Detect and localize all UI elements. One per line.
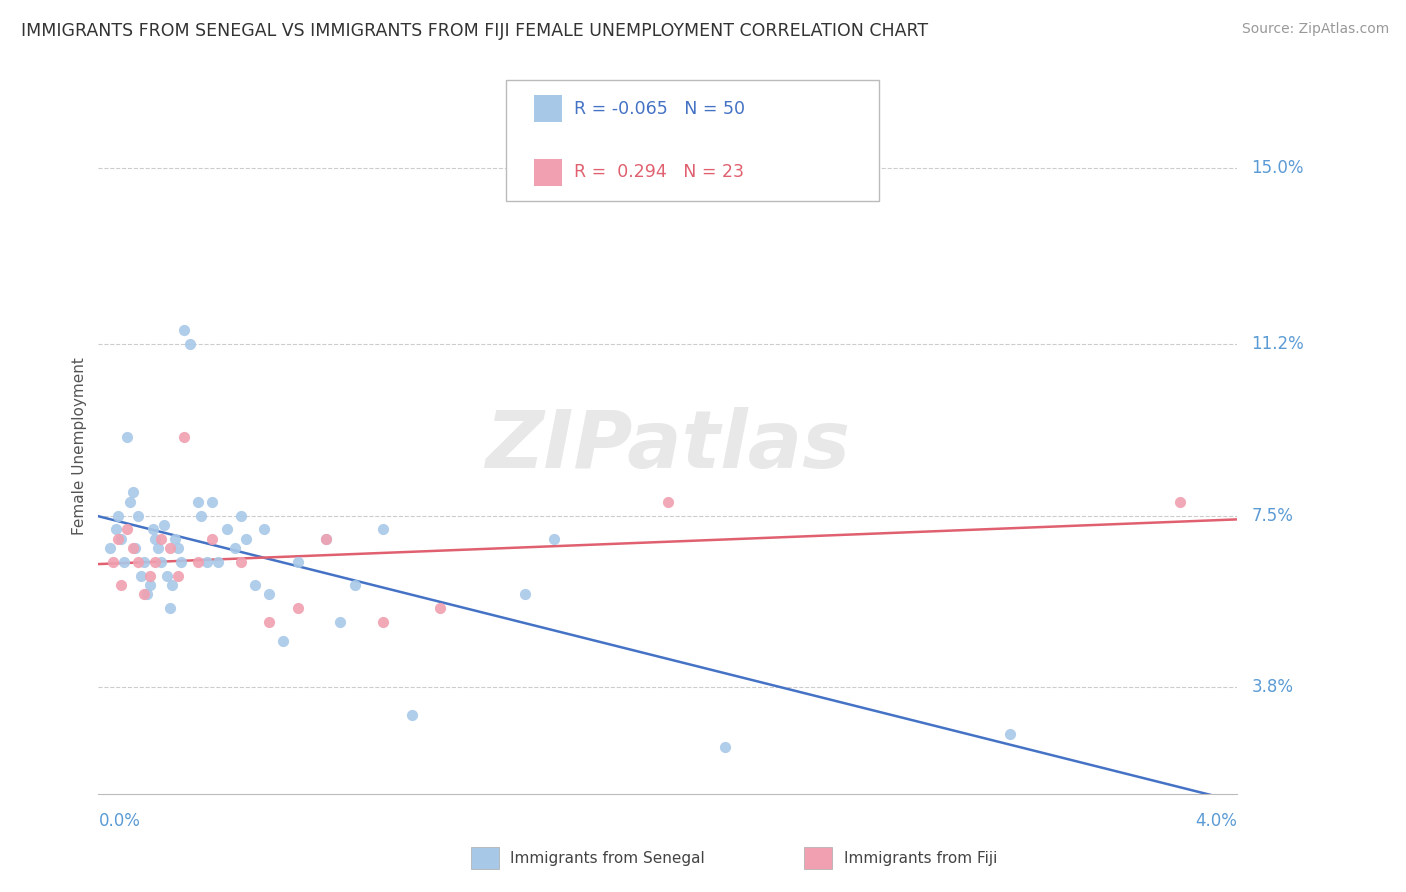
Point [195,555,218,569]
Point [329,615,352,630]
Point [148,541,170,555]
Text: Immigrants from Senegal: Immigrants from Senegal [510,851,706,865]
Point [229,508,252,523]
Point [252,523,274,537]
Point [190,508,212,523]
Text: R =  0.294   N = 23: R = 0.294 N = 23 [574,163,744,181]
Point [104,523,127,537]
Point [371,615,394,630]
Point [315,532,337,546]
Point [315,532,337,546]
Point [127,508,149,523]
Point [235,532,257,546]
Text: R = -0.065   N = 50: R = -0.065 N = 50 [574,100,745,118]
Point [259,615,281,630]
Point [159,601,181,615]
Point [107,508,129,523]
Point [173,323,195,337]
Point [138,569,160,583]
Point [145,532,167,546]
Point [127,555,149,569]
Point [201,532,224,546]
Point [998,726,1021,740]
Point [141,523,163,537]
Text: Source: ZipAtlas.com: Source: ZipAtlas.com [1241,22,1389,37]
Text: 15.0%: 15.0% [1251,159,1303,177]
Point [150,532,173,546]
Point [121,485,143,500]
Point [1170,494,1192,508]
Point [543,532,565,546]
Point [273,633,295,648]
Point [429,601,451,615]
Text: 7.5%: 7.5% [1251,507,1294,524]
Point [101,555,124,569]
Point [110,578,132,592]
Point [187,555,209,569]
Text: ZIPatlas: ZIPatlas [485,407,851,485]
Point [515,587,537,601]
Point [201,494,224,508]
Point [167,541,190,555]
Point [121,541,143,555]
Point [167,569,190,583]
Point [207,555,229,569]
Text: 4.0%: 4.0% [1195,813,1237,830]
Point [343,578,366,592]
Point [401,708,423,723]
Point [159,541,181,555]
Point [714,740,737,755]
Point [150,555,173,569]
Text: 11.2%: 11.2% [1251,335,1305,353]
Point [112,555,135,569]
Point [259,587,281,601]
Point [657,494,679,508]
Point [132,587,155,601]
Point [224,541,246,555]
Point [115,430,138,444]
Point [371,523,394,537]
Text: 0.0%: 0.0% [98,813,141,830]
Point [162,578,184,592]
Text: IMMIGRANTS FROM SENEGAL VS IMMIGRANTS FROM FIJI FEMALE UNEMPLOYMENT CORRELATION : IMMIGRANTS FROM SENEGAL VS IMMIGRANTS FR… [21,22,928,40]
Point [118,494,141,508]
Point [173,430,195,444]
Point [243,578,266,592]
Point [170,555,193,569]
Point [115,523,138,537]
Point [129,569,152,583]
Point [124,541,146,555]
Point [132,555,155,569]
Point [110,532,132,546]
Point [153,517,176,532]
Point [229,555,252,569]
Text: Immigrants from Fiji: Immigrants from Fiji [844,851,997,865]
Text: 3.8%: 3.8% [1251,678,1294,696]
Point [138,578,160,592]
Point [165,532,187,546]
Point [145,555,167,569]
Point [215,523,238,537]
Point [107,532,129,546]
Point [135,587,157,601]
Y-axis label: Female Unemployment: Female Unemployment [72,357,87,535]
Point [179,337,201,351]
Point [287,555,309,569]
Point [156,569,179,583]
Point [98,541,121,555]
Point [187,494,209,508]
Point [287,601,309,615]
